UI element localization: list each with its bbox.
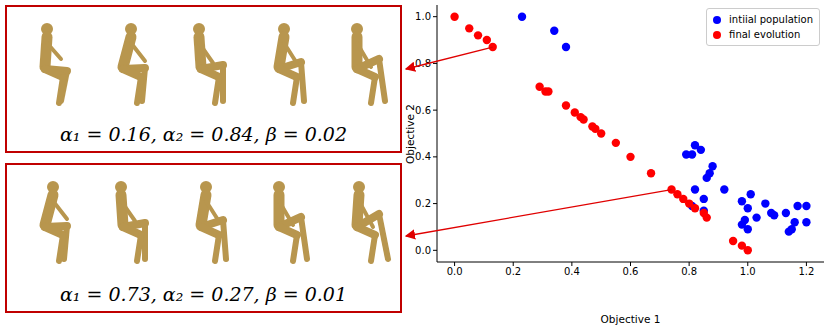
html-text:Objective 2: Objective 2 [404,103,416,164]
svg-text:1.0: 1.0 [740,266,756,277]
svg-text:1.2: 1.2 [798,266,814,277]
svg-text:0.8: 0.8 [415,58,431,69]
svg-text:0.0: 0.0 [447,266,463,277]
svg-text:0.0: 0.0 [415,245,431,256]
svg-text:0.6: 0.6 [623,266,639,277]
html-text:α₁ = 0.16, α₂ = 0.84, β = 0.02: α₁ = 0.16, α₂ = 0.84, β = 0.02 [60,123,347,145]
svg-text:0.4: 0.4 [564,266,580,277]
html-text:intiial population: intiial population [729,14,813,25]
html-text:α₁ = 0.73, α₂ = 0.27, β = 0.01: α₁ = 0.73, α₂ = 0.27, β = 0.01 [60,283,347,305]
svg-text:0.4: 0.4 [415,151,431,162]
html-text:Objective 1: Objective 1 [600,313,661,325]
svg-text:0.2: 0.2 [505,266,521,277]
html-text:final evolution: final evolution [729,29,801,40]
svg-text:1.0: 1.0 [415,11,431,22]
svg-text:0.8: 0.8 [681,266,697,277]
svg-text:0.6: 0.6 [415,105,431,116]
svg-text:0.2: 0.2 [415,198,431,209]
